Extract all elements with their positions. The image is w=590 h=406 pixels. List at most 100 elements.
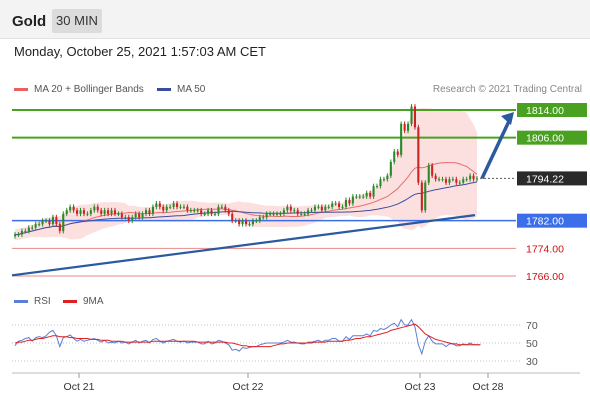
candle-body (272, 213, 275, 215)
candle-body (145, 210, 148, 214)
candle-body (38, 224, 41, 226)
candle-body (434, 175, 437, 180)
candle-body (234, 220, 237, 222)
candle-body (45, 220, 48, 222)
candle-body (86, 213, 89, 215)
candle-body (424, 182, 427, 211)
candle-body (176, 203, 179, 207)
candle-body (269, 213, 272, 215)
candle-body (14, 234, 17, 237)
projection-arrow-shaft (480, 118, 512, 180)
candle-body (117, 213, 120, 215)
candle-body (182, 206, 185, 208)
candle-body (472, 175, 475, 180)
header-bar: Gold 30 MIN (0, 0, 590, 39)
candle-body (196, 210, 199, 212)
candle-body (451, 179, 454, 181)
level-tag-1794.22 (517, 171, 587, 186)
candle-body (34, 224, 37, 228)
candle-body (200, 210, 203, 214)
candle-body (220, 206, 223, 208)
candle-body (265, 213, 268, 218)
candle-body (400, 123, 403, 155)
candle-body (20, 231, 23, 235)
ma50-line (15, 181, 478, 235)
candle-body (427, 165, 430, 183)
x-tick-label: Oct 22 (233, 381, 264, 393)
x-tick-label: Oct 23 (405, 381, 436, 393)
candle-body (389, 161, 392, 176)
candle-body (393, 151, 396, 162)
candle-body (62, 213, 65, 232)
candle-body (24, 231, 27, 232)
ma20-legend-label: MA 20 + Bollinger Bands (34, 84, 144, 95)
candle-body (458, 182, 461, 184)
candle-body (131, 217, 134, 221)
candle-body (293, 210, 296, 212)
bollinger-band (15, 107, 477, 241)
candle-body (103, 210, 106, 214)
candle-body (127, 217, 130, 221)
rsi-axis-label-50: 50 (526, 338, 538, 350)
candle-body (245, 220, 248, 225)
candle-body (224, 206, 227, 211)
candle-body (465, 179, 468, 181)
level-tag-1814.00 (517, 103, 587, 117)
candle-body (441, 179, 444, 181)
candle-body (251, 220, 254, 225)
candle-body (158, 203, 161, 207)
candle-body (27, 227, 30, 232)
trendline (11, 214, 476, 277)
candle-body (348, 199, 351, 204)
candle-body (351, 196, 354, 204)
level-tag-1782.00 (517, 213, 587, 228)
candle-body (282, 210, 285, 214)
candle-body (320, 206, 323, 211)
candle-body (324, 206, 327, 211)
ma50-legend-swatch (157, 88, 171, 91)
candle-body (51, 217, 54, 225)
candle-body (448, 179, 451, 183)
candle-body (100, 210, 103, 214)
candle-body (455, 179, 458, 183)
candle-body (207, 210, 210, 214)
candle-body (141, 213, 144, 218)
candle-body (162, 206, 165, 211)
candle-body (296, 210, 299, 214)
candle-body (172, 203, 175, 207)
level-label-1782.00: 1782.00 (526, 216, 564, 228)
candle-body (334, 203, 337, 205)
candle-body (148, 210, 151, 214)
candle-body (31, 227, 34, 229)
candle-body (276, 213, 279, 215)
candle-body (310, 210, 313, 212)
candle-body (231, 213, 234, 221)
rsi-legend-label: RSI (34, 296, 51, 307)
level-label-1806.00: 1806.00 (526, 133, 564, 145)
candle-body (210, 210, 213, 214)
candle-body (82, 210, 85, 214)
level-label-1794.22: 1794.22 (526, 173, 564, 185)
candle-body (300, 213, 303, 215)
x-tick-label: Oct 28 (473, 381, 504, 393)
candle-body (79, 210, 82, 214)
candle-body (344, 199, 347, 207)
candle-body (110, 210, 113, 214)
candle-body (462, 179, 465, 183)
candle-body (248, 224, 251, 226)
candle-body (338, 203, 341, 207)
candle-body (241, 220, 244, 225)
rsi-axis-label-30: 30 (526, 356, 538, 368)
candle-body (186, 206, 189, 211)
timeframe-badge[interactable]: 30 MIN (52, 9, 102, 33)
candle-body (17, 234, 20, 236)
candle-body (307, 210, 310, 214)
candle-body (107, 210, 110, 214)
candle-body (327, 206, 330, 208)
candle-body (213, 213, 216, 215)
candle-body (386, 175, 389, 180)
candle-body (376, 186, 379, 188)
level-tag-1806.00 (517, 130, 587, 145)
candle-body (438, 179, 441, 181)
